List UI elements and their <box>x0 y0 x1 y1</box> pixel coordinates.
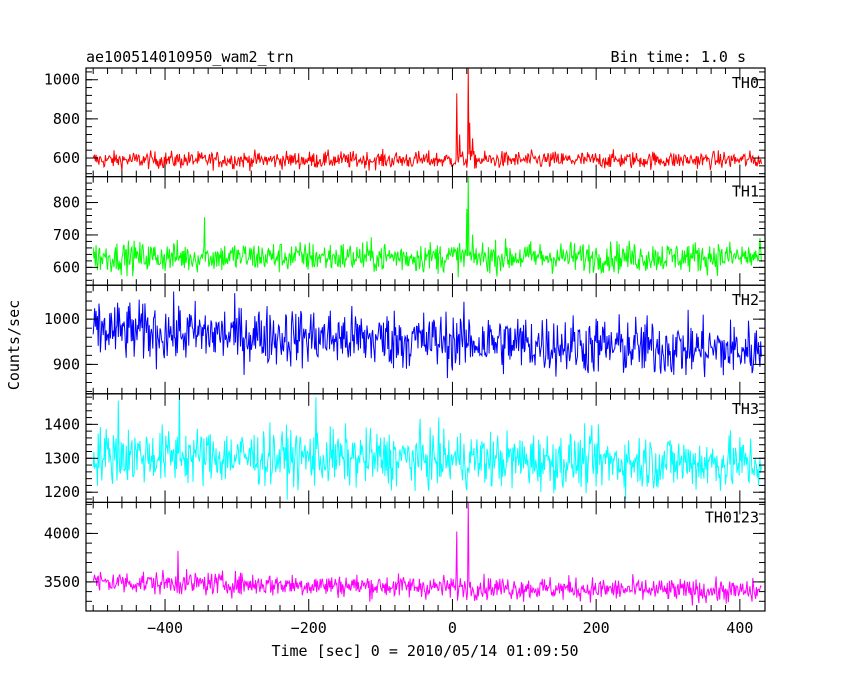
panel-th0: TH0 600 800 1000 <box>44 67 766 178</box>
series-line-th0 <box>92 68 762 172</box>
panel-th2: TH2 900 1000 <box>44 284 766 395</box>
y-tick-label: 900 <box>53 355 80 373</box>
panel-label: TH1 <box>732 183 759 201</box>
panel-label: TH3 <box>732 400 759 418</box>
panel-frame <box>85 501 766 612</box>
bin-time-label: Bin time: 1.0 s <box>611 48 746 66</box>
y-tick-label: 600 <box>53 149 80 167</box>
x-axis-label: Time [sec] 0 = 2010/05/14 01:09:50 <box>271 642 578 660</box>
panel-label: TH2 <box>732 291 759 309</box>
x-tick-label: −400 <box>147 619 183 637</box>
series-line-th1 <box>92 176 762 278</box>
x-tick-label: −200 <box>291 619 327 637</box>
x-tick-label: 0 <box>448 619 457 637</box>
y-tick-label: 800 <box>53 110 80 128</box>
x-tick-label: 200 <box>583 619 610 637</box>
panel-th3: TH3 1200 1300 1400 <box>44 393 766 503</box>
panel-th1: TH1 600 700 800 <box>53 176 766 286</box>
series-line-th3 <box>92 393 762 500</box>
panel-frame <box>85 284 766 395</box>
y-tick-label: 1000 <box>44 71 80 89</box>
y-tick-label: 3500 <box>44 573 80 591</box>
y-axis-label: Counts/sec <box>5 300 23 390</box>
x-tick-label: 400 <box>726 619 753 637</box>
y-tick-label: 700 <box>53 226 80 244</box>
panel-label: TH0123 <box>705 508 759 526</box>
y-tick-label: 1400 <box>44 415 80 433</box>
panel-frame <box>85 393 766 503</box>
series-line-th0123 <box>92 502 762 606</box>
panel-label: TH0 <box>732 74 759 92</box>
panel-th0123: TH0123 3500 4000 <box>44 501 766 612</box>
y-tick-label: 1300 <box>44 449 80 467</box>
panels-group: TH0 600 800 1000 TH1 600 700 800 TH2 900 1000 TH3 12… <box>44 67 766 637</box>
y-tick-label: 1000 <box>44 310 80 328</box>
y-tick-label: 4000 <box>44 524 80 542</box>
y-tick-label: 1200 <box>44 483 80 501</box>
y-tick-label: 800 <box>53 194 80 212</box>
chart-title: ae100514010950_wam2_trn <box>86 48 294 66</box>
series-line-th2 <box>92 291 762 379</box>
y-tick-label: 600 <box>53 258 80 276</box>
